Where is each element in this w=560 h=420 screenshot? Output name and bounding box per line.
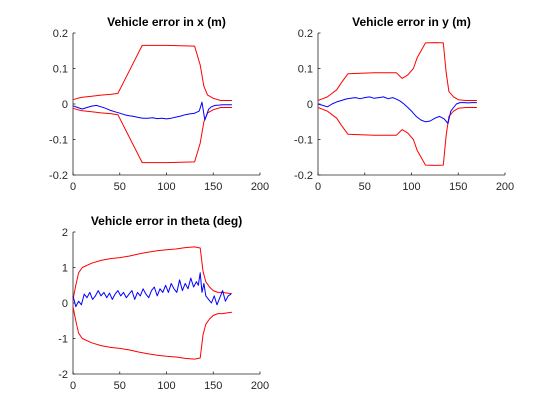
x-tick-label: 200 [496,181,514,193]
y-tick-label: -1 [58,334,68,346]
subplot-3: Vehicle error in theta (deg) 0 50 100 150 200… [58,214,269,392]
x-tick-label: 0 [70,181,76,193]
x-tick-label: 50 [114,380,126,392]
x-tick-label: 100 [402,181,420,193]
x-tick-label: 0 [70,380,76,392]
x-tick-label: 200 [251,380,269,392]
axes-frame [72,33,260,176]
subplot-1: Vehicle error in x (m) 0 50 100 150 200 0.2 0.1… [49,15,269,193]
bound-series-line [72,44,232,101]
error-series-line [72,101,232,121]
x-tick-label: 0 [315,181,321,193]
y-tick-label: 0.2 [53,28,68,40]
bound-series-line [317,42,477,101]
bound-series-line [72,306,232,360]
y-tick-label: -0.2 [294,170,313,182]
y-tick-label: 0 [307,99,313,111]
x-tick-label: 50 [359,181,371,193]
x-tick-label: 100 [157,380,175,392]
x-tick-label: 50 [114,181,126,193]
y-tick-label: -0.1 [294,135,313,147]
y-tick-label: 0 [62,99,68,111]
x-tick-label: 150 [449,181,467,193]
x-tick-label: 150 [204,380,222,392]
error-series-line [317,96,477,124]
error-series-line [72,272,232,308]
chart-title: Vehicle error in theta (deg) [91,214,242,228]
y-tick-label: -0.2 [49,170,68,182]
chart-title: Vehicle error in x (m) [107,15,226,29]
axes-frame [317,33,505,176]
x-tick-label: 200 [251,181,269,193]
y-tick-label: -0.1 [49,135,68,147]
y-tick-label: 0 [62,298,68,310]
y-tick-label: 0.1 [53,64,68,76]
bound-series-line [317,107,477,166]
chart-title: Vehicle error in y (m) [352,15,471,29]
subplot-2: Vehicle error in y (m) 0 50 100 150 200 0.2 0.1… [294,15,514,193]
bound-series-line [72,107,232,164]
bound-series-line [72,246,232,300]
y-tick-label: 1 [62,263,68,275]
x-tick-label: 100 [157,181,175,193]
y-tick-label: 2 [62,227,68,239]
x-tick-label: 150 [204,181,222,193]
axes-frame [72,232,260,375]
y-tick-label: -2 [58,369,68,381]
y-tick-label: 0.2 [298,28,313,40]
y-tick-label: 0.1 [298,64,313,76]
